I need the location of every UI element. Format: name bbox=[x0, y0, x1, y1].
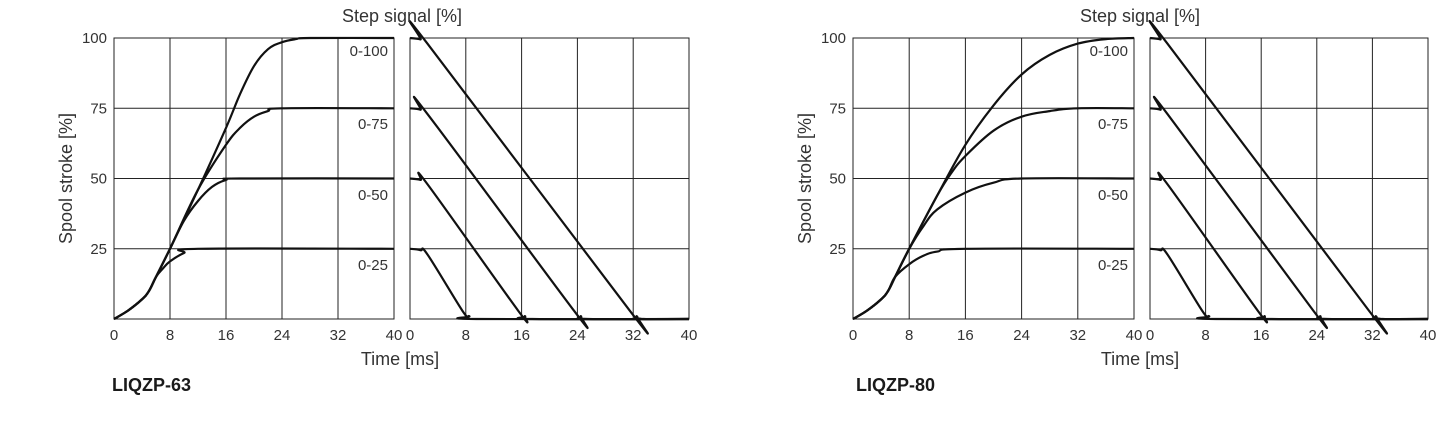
x-tick: 8 bbox=[905, 327, 913, 344]
x-tick: 40 bbox=[1126, 327, 1143, 344]
series-label: 0-100 bbox=[1090, 43, 1128, 60]
model-title: LIQZP-80 bbox=[856, 375, 935, 395]
x-tick: 40 bbox=[386, 327, 403, 344]
x-tick: 16 bbox=[1253, 327, 1270, 344]
model-title: LIQZP-63 bbox=[112, 375, 191, 395]
x-tick: 16 bbox=[218, 327, 235, 344]
series-labels: 0-100 0-75 0-50 0-25 bbox=[350, 43, 388, 274]
x-tick: 8 bbox=[462, 327, 470, 344]
x-tick: 32 bbox=[330, 327, 347, 344]
x-tick: 16 bbox=[957, 327, 974, 344]
y-tick-labels: 100 75 50 25 bbox=[821, 30, 846, 258]
curve-opening-0-75 bbox=[852, 106, 1135, 320]
y-tick: 75 bbox=[90, 100, 107, 117]
series-label: 0-25 bbox=[1098, 257, 1128, 274]
plot-panel-closing: 0 8 16 24 32 40 bbox=[1146, 19, 1437, 344]
y-tick: 25 bbox=[829, 241, 846, 258]
step-signal-label: Step signal [%] bbox=[342, 6, 462, 26]
x-tick-labels: 0 8 16 24 32 40 bbox=[406, 327, 698, 344]
y-axis-label: Spool stroke [%] bbox=[795, 113, 815, 244]
curve-opening-0-25 bbox=[852, 247, 1135, 320]
x-tick-labels: 0 8 16 24 32 40 bbox=[849, 327, 1143, 344]
chart-liqzp-63: 0 8 16 24 32 40 0 8 16 24 32 401007550250-1000-750-… bbox=[56, 6, 697, 395]
plot-panel-closing: 0 8 16 24 32 40 bbox=[406, 19, 698, 344]
curve-closing-0-25 bbox=[1149, 247, 1429, 321]
y-axis-label: Spool stroke [%] bbox=[56, 113, 76, 244]
x-tick-labels: 0 8 16 24 32 40 bbox=[1146, 327, 1437, 344]
x-tick: 32 bbox=[625, 327, 642, 344]
x-tick: 0 bbox=[110, 327, 118, 344]
x-axis-label: Time [ms] bbox=[1101, 349, 1179, 369]
x-tick: 0 bbox=[849, 327, 857, 344]
plot-panel-opening: 0 8 16 24 32 40 bbox=[849, 36, 1143, 344]
curve-closing-0-100 bbox=[408, 19, 690, 335]
step-signal-label: Step signal [%] bbox=[1080, 6, 1200, 26]
x-tick: 24 bbox=[569, 327, 586, 344]
x-tick: 32 bbox=[1069, 327, 1086, 344]
curve-closing-0-100 bbox=[1148, 19, 1429, 335]
series-label: 0-50 bbox=[1098, 187, 1128, 204]
x-tick: 24 bbox=[274, 327, 291, 344]
y-tick-labels: 100 75 50 25 bbox=[82, 30, 107, 258]
x-tick: 8 bbox=[166, 327, 174, 344]
x-tick: 24 bbox=[1013, 327, 1030, 344]
curve-opening-0-75 bbox=[113, 106, 395, 320]
y-tick: 50 bbox=[829, 171, 846, 188]
curve-closing-0-50 bbox=[1149, 171, 1429, 324]
y-tick: 50 bbox=[90, 171, 107, 188]
y-tick: 100 bbox=[821, 30, 846, 47]
plot-panel-opening: 0 8 16 24 32 40 bbox=[110, 36, 403, 344]
x-tick: 24 bbox=[1308, 327, 1325, 344]
series-labels: 0-100 0-75 0-50 0-25 bbox=[1090, 43, 1128, 274]
series-label: 0-75 bbox=[358, 116, 388, 133]
y-tick: 25 bbox=[90, 241, 107, 258]
x-tick-labels: 0 8 16 24 32 40 bbox=[110, 327, 403, 344]
x-tick: 0 bbox=[406, 327, 414, 344]
x-tick: 16 bbox=[513, 327, 530, 344]
series-label: 0-75 bbox=[1098, 116, 1128, 133]
curve-closing-0-25 bbox=[409, 247, 690, 321]
series-label: 0-50 bbox=[358, 187, 388, 204]
x-tick: 0 bbox=[1146, 327, 1154, 344]
chart-liqzp-80: 0 8 16 24 32 40 0 8 16 24 32 401007550250-1000-750-… bbox=[795, 6, 1436, 395]
series-label: 0-100 bbox=[350, 43, 388, 60]
x-tick: 40 bbox=[1420, 327, 1437, 344]
curve-opening-0-25 bbox=[113, 247, 395, 320]
series-label: 0-25 bbox=[358, 257, 388, 274]
x-tick: 32 bbox=[1364, 327, 1381, 344]
curve-closing-0-50 bbox=[409, 171, 690, 324]
x-tick: 8 bbox=[1201, 327, 1209, 344]
x-axis-label: Time [ms] bbox=[361, 349, 439, 369]
y-tick: 100 bbox=[82, 30, 107, 47]
y-tick: 75 bbox=[829, 100, 846, 117]
x-tick: 40 bbox=[681, 327, 698, 344]
